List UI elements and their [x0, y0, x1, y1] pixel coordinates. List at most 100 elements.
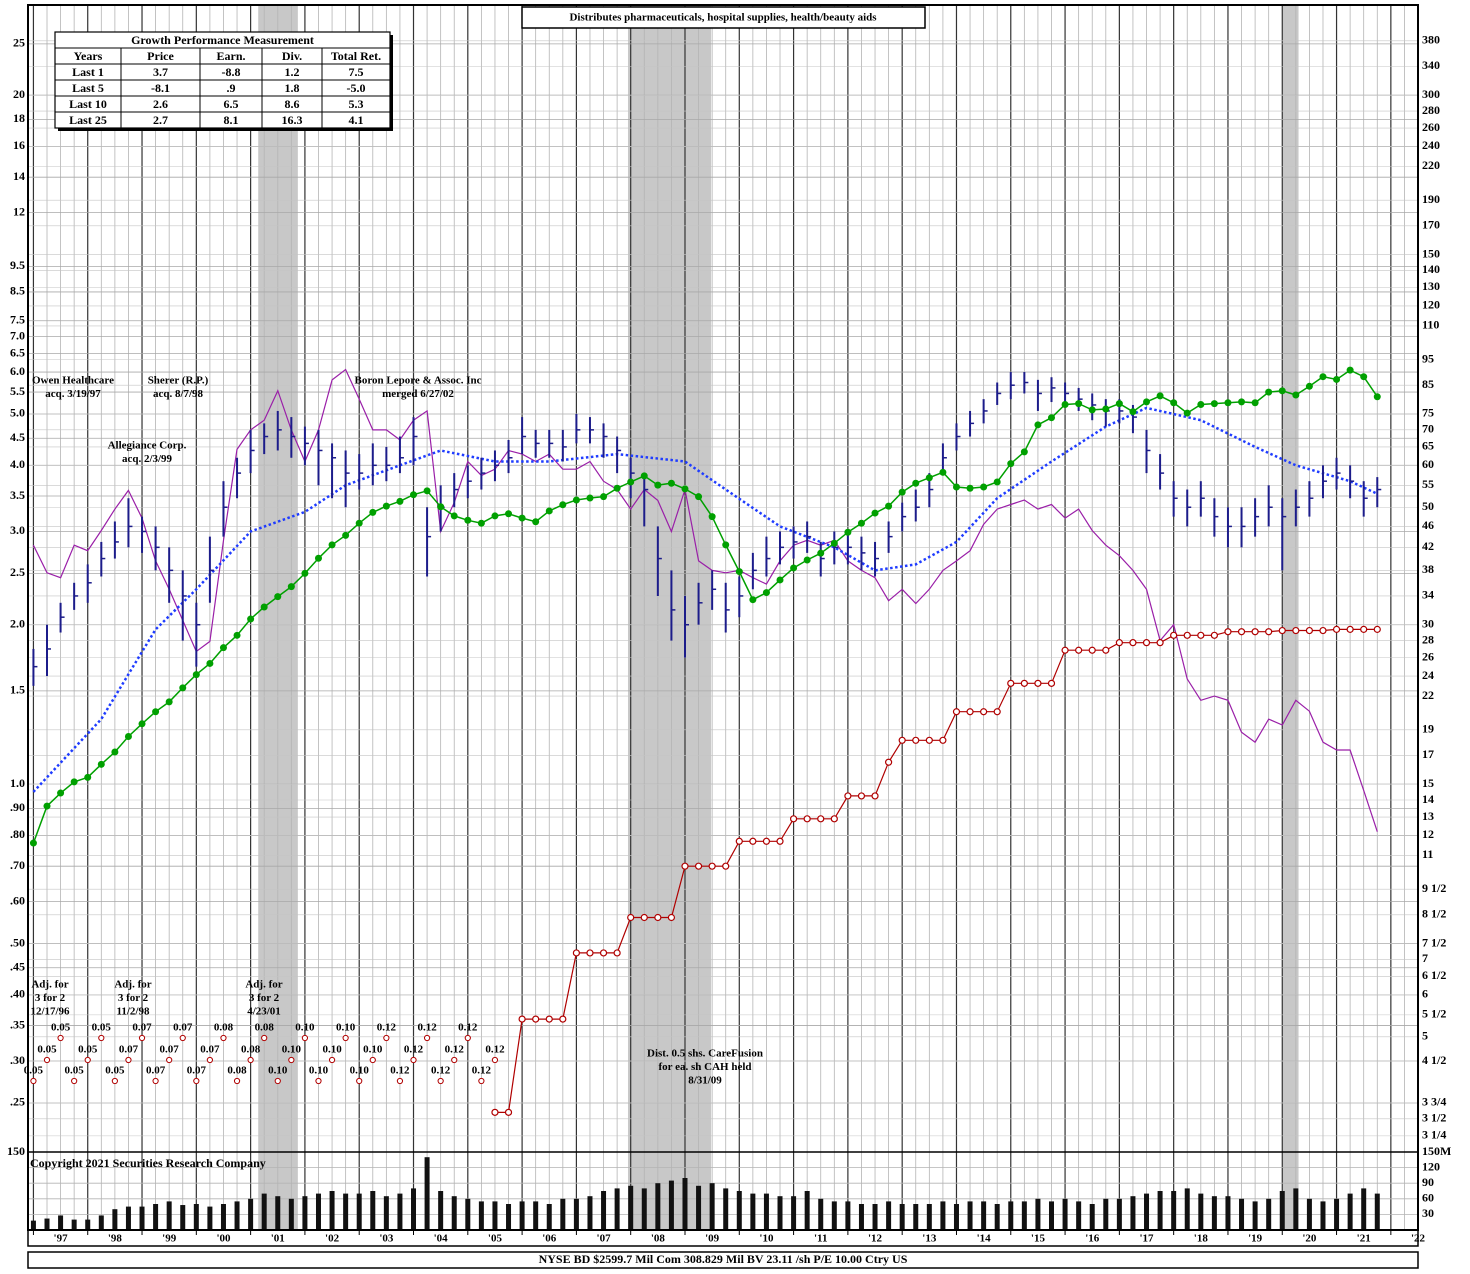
y2-tick-label: 55 — [1422, 477, 1434, 491]
x-tick-label: '07 — [597, 1233, 612, 1245]
volume-bar — [478, 1201, 484, 1230]
volume-bar — [329, 1191, 335, 1230]
earnings-dot — [1333, 375, 1341, 383]
dividend-dot — [640, 913, 648, 922]
earnings-dot — [84, 773, 92, 781]
earnings-dot — [830, 539, 838, 547]
volume-bar — [628, 1185, 634, 1230]
x-tick-label: '05 — [488, 1233, 503, 1245]
dividend-marker — [369, 1056, 376, 1064]
earnings-dot — [342, 531, 350, 539]
volume-bar — [315, 1193, 321, 1230]
dividend-dot — [1360, 625, 1368, 633]
table-cell: 2.6 — [153, 97, 168, 111]
earnings-dot — [1224, 399, 1232, 407]
dividend-label: 0.10 — [282, 1044, 302, 1056]
x-tick-label: '13 — [922, 1233, 937, 1245]
x-tick-label: '98 — [108, 1233, 123, 1245]
earnings-dot — [450, 512, 458, 520]
volume-bar — [220, 1204, 226, 1230]
annotation: Adj. for — [114, 979, 151, 991]
earnings-dot — [980, 483, 988, 491]
volume-bar — [397, 1193, 403, 1230]
earnings-dot — [708, 513, 716, 521]
earnings-dot — [722, 541, 730, 549]
volume-bar — [234, 1201, 240, 1230]
x-tick-label: '04 — [434, 1233, 449, 1245]
y2-tick-label: 46 — [1422, 518, 1434, 532]
y-tick-label: .35 — [10, 1017, 25, 1031]
dividend-label: 0.07 — [187, 1065, 207, 1077]
dividend-dot — [654, 913, 662, 922]
earnings-dot — [138, 720, 146, 728]
table-cell: 4.1 — [349, 113, 364, 127]
y-tick-label: 4.0 — [10, 457, 25, 471]
dividend-marker — [166, 1056, 173, 1064]
earnings-dot — [627, 478, 635, 486]
volume-bar — [438, 1191, 444, 1230]
x-tick-label: '06 — [542, 1233, 557, 1245]
volume-bar — [492, 1201, 498, 1230]
earnings-dot — [1129, 408, 1137, 416]
dividend-dot — [1115, 639, 1123, 647]
earnings-dot — [600, 493, 608, 501]
annotation: 4/23/01 — [247, 1006, 281, 1018]
y2-tick-label: 5 — [1422, 1029, 1428, 1043]
y-tick-label: 3.5 — [10, 488, 25, 502]
earnings-dot — [1238, 398, 1246, 406]
dividend-marker — [274, 1077, 281, 1085]
volume-tick-label: 120 — [1422, 1159, 1440, 1173]
dividend-dot — [722, 862, 730, 870]
volume-bar — [519, 1201, 525, 1230]
annotation: Adj. for — [31, 979, 68, 991]
dividend-dot — [504, 1108, 513, 1116]
earnings-dot — [952, 483, 960, 491]
volume-bar — [261, 1193, 267, 1230]
y-tick-label: 7.0 — [10, 328, 25, 342]
volume-bar — [1089, 1204, 1095, 1230]
volume-bar — [98, 1215, 104, 1230]
earnings-dot — [681, 485, 689, 493]
table-cell: 1.8 — [285, 81, 300, 95]
annotation: Owen Healthcare — [32, 375, 114, 387]
dividend-marker — [328, 1056, 336, 1064]
dividend-marker — [261, 1034, 268, 1042]
earnings-dot — [233, 631, 241, 639]
dividend-dot — [627, 913, 635, 922]
x-tick-label: '02 — [325, 1233, 340, 1245]
dividend-label: 0.08 — [255, 1022, 275, 1034]
volume-bar — [1157, 1191, 1163, 1230]
footer: NYSE BD $2599.7 Mil Com 308.829 Mil BV 2… — [539, 1252, 908, 1266]
table-cell: -8.8 — [222, 65, 241, 79]
table-cell: -8.1 — [151, 81, 170, 95]
dividend-marker — [111, 1077, 118, 1085]
dividend-dot — [1292, 626, 1300, 635]
y2-tick-label: 120 — [1422, 298, 1440, 312]
volume-bar — [682, 1178, 688, 1230]
earnings-dot — [898, 488, 906, 496]
earnings-dot — [885, 502, 893, 510]
y-tick-label: .25 — [10, 1095, 25, 1109]
y2-tick-label: 65 — [1422, 439, 1434, 453]
volume-bar — [967, 1201, 973, 1230]
dividend-dot — [789, 815, 798, 823]
dividend-dot — [735, 837, 743, 845]
y2-tick-label: 340 — [1422, 58, 1440, 72]
volume-bar — [288, 1198, 294, 1230]
earnings-dot — [912, 479, 920, 487]
earnings-dot — [396, 497, 404, 505]
moving-average-line — [32, 406, 1378, 793]
earnings-dot — [545, 507, 553, 515]
dividend-marker — [179, 1034, 186, 1042]
volume-bar — [818, 1198, 824, 1230]
earnings-dot — [29, 839, 37, 847]
earnings-dot — [1305, 382, 1313, 390]
y-tick-label: .90 — [10, 800, 25, 814]
dividend-label: 0.07 — [200, 1044, 220, 1056]
volume-bar — [777, 1196, 783, 1230]
y2-tick-label: 14 — [1422, 792, 1434, 806]
dividend-marker — [138, 1034, 146, 1042]
dividend-label: 0.07 — [160, 1044, 180, 1056]
volume-bar — [1252, 1201, 1258, 1230]
volume-bar — [58, 1215, 64, 1230]
